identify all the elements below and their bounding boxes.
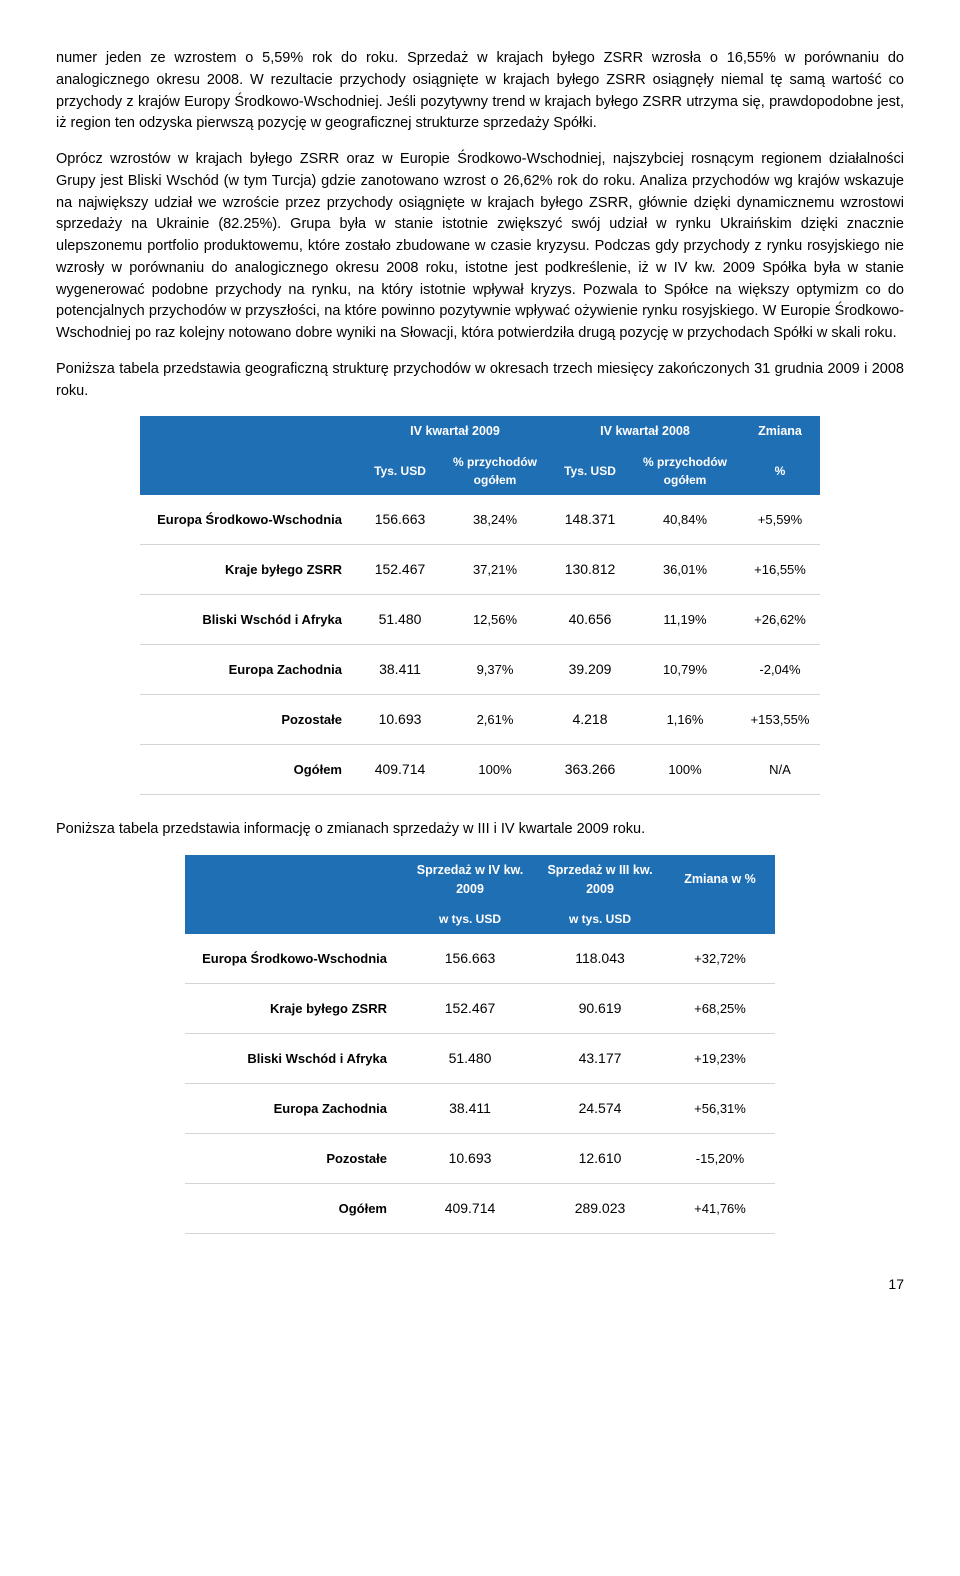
row-pct-2008: 36,01%	[630, 545, 740, 595]
table2-header-q4: Sprzedaż w IV kw. 2009	[405, 855, 535, 905]
table-1: IV kwartał 2009 IV kwartał 2008 Zmiana T…	[140, 416, 820, 795]
table-row: Kraje byłego ZSRR152.46790.619+68,25%	[185, 984, 775, 1034]
row-value-2008: 40.656	[550, 595, 630, 645]
row-q4: 409.714	[405, 1184, 535, 1234]
table2-subheader-blank	[185, 904, 405, 934]
row-q3: 118.043	[535, 934, 665, 984]
row-value-2009: 51.480	[360, 595, 440, 645]
table-2: Sprzedaż w IV kw. 2009 Sprzedaż w III kw…	[185, 855, 775, 1235]
row-q3: 289.023	[535, 1184, 665, 1234]
row-pct-2008: 1,16%	[630, 695, 740, 745]
row-change: +41,76%	[665, 1184, 775, 1234]
row-label: Pozostałe	[140, 695, 360, 745]
row-q4: 51.480	[405, 1034, 535, 1084]
table-row: Bliski Wschód i Afryka51.48012,56%40.656…	[140, 595, 820, 645]
row-pct-2009: 38,24%	[440, 495, 550, 545]
row-change: +68,25%	[665, 984, 775, 1034]
row-pct-2008: 11,19%	[630, 595, 740, 645]
row-pct-2009: 12,56%	[440, 595, 550, 645]
table-header-q4-2008: IV kwartał 2008	[550, 416, 740, 447]
row-label: Europa Zachodnia	[185, 1084, 405, 1134]
row-change: +153,55%	[740, 695, 820, 745]
table-row: Europa Zachodnia38.4119,37%39.20910,79%-…	[140, 645, 820, 695]
table-row: Ogółem409.714100%363.266100%N/A	[140, 745, 820, 795]
table2-subheader-blank-2	[665, 904, 775, 934]
table-subheader-change-pct: %	[740, 447, 820, 495]
row-label: Ogółem	[185, 1184, 405, 1234]
row-pct-2009: 9,37%	[440, 645, 550, 695]
row-label: Kraje byłego ZSRR	[140, 545, 360, 595]
table-subheader-tys-2009: Tys. USD	[360, 447, 440, 495]
row-label: Kraje byłego ZSRR	[185, 984, 405, 1034]
row-change: N/A	[740, 745, 820, 795]
row-change: +56,31%	[665, 1084, 775, 1134]
table-row: Pozostałe10.69312.610-15,20%	[185, 1134, 775, 1184]
row-label: Pozostałe	[185, 1134, 405, 1184]
row-value-2008: 363.266	[550, 745, 630, 795]
table-row: Bliski Wschód i Afryka51.48043.177+19,23…	[185, 1034, 775, 1084]
row-value-2009: 156.663	[360, 495, 440, 545]
row-change: +32,72%	[665, 934, 775, 984]
row-pct-2009: 100%	[440, 745, 550, 795]
revenue-by-region-q4-table: IV kwartał 2009 IV kwartał 2008 Zmiana T…	[56, 416, 904, 795]
row-pct-2009: 2,61%	[440, 695, 550, 745]
row-q3: 43.177	[535, 1034, 665, 1084]
row-label: Europa Środkowo-Wschodnia	[140, 495, 360, 545]
row-q4: 152.467	[405, 984, 535, 1034]
row-pct-2008: 10,79%	[630, 645, 740, 695]
row-pct-2008: 40,84%	[630, 495, 740, 545]
row-change: -15,20%	[665, 1134, 775, 1184]
table-row: Europa Środkowo-Wschodnia156.66338,24%14…	[140, 495, 820, 545]
row-label: Bliski Wschód i Afryka	[185, 1034, 405, 1084]
row-value-2009: 38.411	[360, 645, 440, 695]
paragraph-3: Poniższa tabela przedstawia geograficzną…	[56, 359, 904, 403]
row-value-2008: 39.209	[550, 645, 630, 695]
row-pct-2009: 37,21%	[440, 545, 550, 595]
row-q3: 24.574	[535, 1084, 665, 1134]
row-value-2009: 10.693	[360, 695, 440, 745]
row-change: -2,04%	[740, 645, 820, 695]
table-header-blank	[140, 416, 360, 447]
sales-change-q3-q4-table: Sprzedaż w IV kw. 2009 Sprzedaż w III kw…	[56, 855, 904, 1235]
row-change: +26,62%	[740, 595, 820, 645]
table-subheader-tys-2008: Tys. USD	[550, 447, 630, 495]
row-value-2009: 409.714	[360, 745, 440, 795]
table-subheader-pct-2009: % przychodów ogółem	[440, 447, 550, 495]
row-q4: 156.663	[405, 934, 535, 984]
table2-header-q3: Sprzedaż w III kw. 2009	[535, 855, 665, 905]
row-change: +16,55%	[740, 545, 820, 595]
table-row: Europa Zachodnia38.41124.574+56,31%	[185, 1084, 775, 1134]
table-row: Europa Środkowo-Wschodnia156.663118.043+…	[185, 934, 775, 984]
table-subheader-pct-2008: % przychodów ogółem	[630, 447, 740, 495]
row-value-2008: 4.218	[550, 695, 630, 745]
row-label: Bliski Wschód i Afryka	[140, 595, 360, 645]
paragraph-4: Poniższa tabela przedstawia informację o…	[56, 819, 904, 841]
row-label: Europa Zachodnia	[140, 645, 360, 695]
row-label: Europa Środkowo-Wschodnia	[185, 934, 405, 984]
table-row: Kraje byłego ZSRR152.46737,21%130.81236,…	[140, 545, 820, 595]
row-q3: 90.619	[535, 984, 665, 1034]
table2-subheader-unit-2: w tys. USD	[535, 904, 665, 934]
table-header-q4-2009: IV kwartał 2009	[360, 416, 550, 447]
table-subheader-blank	[140, 447, 360, 495]
row-value-2008: 148.371	[550, 495, 630, 545]
paragraph-2: Oprócz wzrostów w krajach byłego ZSRR or…	[56, 149, 904, 345]
page-number: 17	[56, 1274, 904, 1295]
row-label: Ogółem	[140, 745, 360, 795]
table-row: Pozostałe10.6932,61%4.2181,16%+153,55%	[140, 695, 820, 745]
row-q3: 12.610	[535, 1134, 665, 1184]
row-q4: 38.411	[405, 1084, 535, 1134]
row-change: +5,59%	[740, 495, 820, 545]
row-change: +19,23%	[665, 1034, 775, 1084]
table2-subheader-unit-1: w tys. USD	[405, 904, 535, 934]
table2-header-change: Zmiana w %	[665, 855, 775, 905]
row-value-2009: 152.467	[360, 545, 440, 595]
row-value-2008: 130.812	[550, 545, 630, 595]
row-pct-2008: 100%	[630, 745, 740, 795]
row-q4: 10.693	[405, 1134, 535, 1184]
table-row: Ogółem409.714289.023+41,76%	[185, 1184, 775, 1234]
table2-header-blank	[185, 855, 405, 905]
paragraph-1: numer jeden ze wzrostem o 5,59% rok do r…	[56, 48, 904, 135]
table-header-change: Zmiana	[740, 416, 820, 447]
